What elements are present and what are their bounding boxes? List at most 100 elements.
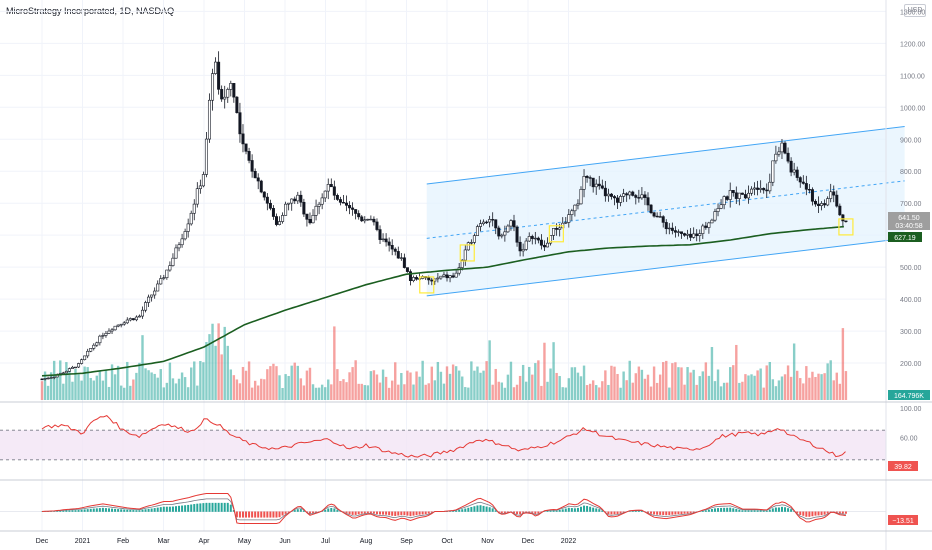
time-axis-label: Feb: [117, 538, 129, 545]
candle-body: [579, 189, 583, 205]
macd-histogram-bar: [98, 508, 101, 512]
candle-body: [220, 89, 224, 100]
volume-bar: [266, 369, 269, 400]
candle-body: [198, 185, 202, 190]
ma-layer: [41, 225, 844, 377]
macd-histogram-bar: [68, 510, 71, 512]
macd-histogram-bar: [245, 511, 248, 518]
highlight-box: [419, 276, 435, 294]
macd-histogram-bar: [549, 510, 552, 512]
volume-bar: [549, 368, 552, 400]
volume-bar: [247, 361, 251, 400]
candle-body: [287, 202, 291, 205]
rsi-value-badge: 39.82: [888, 461, 918, 471]
volume-bar: [442, 383, 446, 400]
candle-body: [399, 257, 403, 259]
volume-bar: [390, 380, 394, 400]
macd-histogram-bar: [497, 511, 500, 513]
volume-bar: [713, 381, 717, 400]
candle-body: [789, 160, 793, 173]
volume-bar: [464, 387, 467, 400]
price-axis-label: 300.00: [900, 329, 922, 336]
currency-button[interactable]: USD: [904, 4, 926, 17]
price-axis-label: 700.00: [900, 201, 922, 208]
candle-body: [506, 225, 510, 233]
volume-bar: [113, 374, 117, 400]
volume-bar: [156, 377, 159, 400]
candle-body: [323, 190, 327, 199]
volume-bar: [744, 374, 747, 400]
last-price-label: 641.50: [898, 215, 920, 222]
candle-body: [807, 189, 811, 191]
volume-bar: [278, 375, 281, 400]
volume-bar: [144, 368, 147, 400]
volume-bar: [704, 362, 708, 400]
candle-body: [430, 279, 434, 282]
macd-histogram-bar: [637, 510, 640, 512]
macd-histogram-bar: [388, 511, 391, 516]
volume-bar: [799, 378, 802, 400]
volume-bar: [104, 369, 108, 400]
candle-body: [637, 197, 641, 199]
candle-body: [86, 350, 90, 357]
volume-bar: [753, 375, 756, 400]
macd-histogram-bar: [546, 510, 549, 512]
volume-bar: [129, 385, 132, 400]
volume-bar: [302, 385, 306, 400]
macd-histogram-bar: [531, 511, 534, 513]
candle-body: [661, 216, 665, 223]
candle-body: [683, 233, 687, 236]
candle-body: [762, 187, 766, 191]
macd-histogram-bar: [248, 511, 251, 518]
volume-bar: [190, 367, 193, 400]
macd-histogram-bar: [653, 511, 656, 515]
macd-histogram-bar: [674, 511, 677, 515]
macd-histogram-bar: [784, 507, 787, 512]
volume-bar: [689, 372, 692, 400]
candle-body: [771, 160, 775, 183]
candle-body: [594, 183, 598, 188]
macd-histogram-bar: [394, 511, 397, 517]
candle-body: [317, 203, 321, 207]
volume-bar: [296, 365, 299, 400]
volume-bar: [430, 366, 433, 400]
candle-body: [558, 227, 562, 230]
candle-body: [363, 219, 367, 222]
macd-histogram-bar: [622, 511, 625, 513]
macd-histogram-bar: [844, 511, 847, 514]
highlight-box: [459, 244, 475, 262]
volume-bar: [601, 381, 604, 400]
volume-bar: [637, 366, 641, 400]
macd-histogram-bar: [226, 502, 229, 512]
candle-body: [710, 219, 714, 224]
time-axis-label: Sep: [400, 538, 413, 545]
macd-histogram-bar: [561, 509, 564, 512]
candle-body: [366, 218, 370, 221]
volume-bar: [226, 345, 229, 400]
candle-body: [564, 222, 568, 224]
macd-histogram-bar: [372, 511, 375, 514]
volume-bar: [671, 363, 674, 400]
volume-bar: [701, 371, 705, 400]
macd-layer: [0, 493, 886, 524]
volume-bar: [838, 383, 842, 400]
candle-body: [338, 199, 342, 203]
macd-histogram-bar: [351, 511, 354, 515]
macd-histogram-bar: [726, 507, 729, 512]
volume-bar: [123, 387, 126, 400]
volume-bar: [598, 387, 601, 400]
macd-histogram-bar: [95, 508, 98, 512]
macd-histogram-bar: [430, 511, 433, 513]
candle-body: [521, 249, 525, 252]
macd-histogram-bar: [83, 509, 86, 512]
volume-value-badge-bg: [888, 390, 930, 400]
macd-histogram-bar: [741, 510, 744, 512]
volume-bar: [327, 379, 330, 400]
volume-bar: [643, 378, 647, 400]
macd-histogram-bar: [762, 510, 765, 512]
volume-bar: [308, 367, 312, 400]
macd-histogram-bar: [787, 508, 790, 512]
macd-histogram-bar: [104, 508, 107, 512]
channel-fill: [426, 126, 905, 296]
